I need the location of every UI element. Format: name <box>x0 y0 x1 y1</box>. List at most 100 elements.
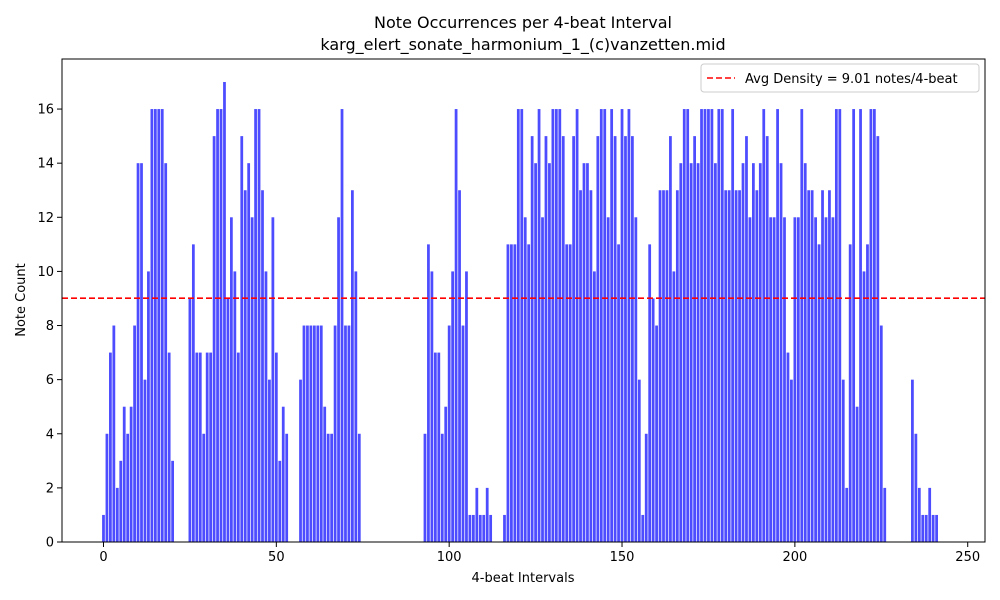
bar <box>713 163 717 543</box>
bar <box>745 136 748 542</box>
bar <box>924 514 928 542</box>
bar <box>216 109 219 542</box>
bar <box>800 109 804 542</box>
bar <box>589 190 593 542</box>
bar <box>599 109 603 542</box>
y-tick-label: 8 <box>46 319 54 334</box>
bar <box>921 514 925 542</box>
bar <box>136 163 140 543</box>
bar <box>911 379 914 542</box>
bar <box>140 163 143 543</box>
bar <box>541 217 544 542</box>
bar <box>828 190 831 542</box>
bar <box>582 163 586 543</box>
bar <box>731 109 735 542</box>
bar <box>306 325 309 542</box>
x-tick-label: 150 <box>610 550 635 565</box>
bar <box>734 190 738 542</box>
bar <box>236 352 240 542</box>
bar <box>527 244 531 542</box>
bar <box>703 109 707 542</box>
bar <box>271 217 275 542</box>
bar <box>274 352 278 542</box>
bar <box>641 514 645 542</box>
bar <box>451 271 455 542</box>
bar <box>513 244 517 542</box>
bar <box>724 190 728 542</box>
bar <box>572 136 576 542</box>
bar <box>350 190 354 542</box>
bar <box>240 136 244 542</box>
bar <box>510 244 513 542</box>
bar <box>191 244 195 542</box>
bar <box>565 244 569 542</box>
bar <box>475 487 479 542</box>
bar <box>468 514 472 542</box>
bar <box>520 109 524 542</box>
bar <box>102 514 105 542</box>
bar <box>693 136 697 542</box>
bar <box>122 406 126 542</box>
bar <box>821 190 824 542</box>
bar <box>717 109 721 542</box>
bar <box>433 352 437 542</box>
bar <box>482 514 486 542</box>
bar <box>620 109 624 542</box>
y-tick-label: 4 <box>46 427 54 442</box>
bar <box>568 244 572 542</box>
bar <box>171 460 175 542</box>
bar <box>752 163 755 543</box>
bar <box>727 190 731 542</box>
bar <box>682 109 686 542</box>
bar <box>662 190 665 542</box>
bar <box>689 163 693 543</box>
bar <box>686 109 690 542</box>
bar <box>935 514 938 542</box>
bar <box>824 217 828 542</box>
bar <box>790 379 793 542</box>
bar <box>610 109 614 542</box>
bar <box>323 406 327 542</box>
bar <box>869 109 873 542</box>
bar <box>637 379 641 542</box>
bar <box>326 433 330 542</box>
bar <box>634 217 638 542</box>
legend: Avg Density = 9.01 notes/4-beat <box>700 63 980 93</box>
y-tick-label: 6 <box>46 373 54 388</box>
bar <box>548 163 551 543</box>
bar <box>931 514 935 542</box>
x-tick-label: 0 <box>99 550 107 565</box>
bar <box>223 82 226 542</box>
bar <box>537 109 541 542</box>
bar <box>354 271 358 542</box>
bar <box>160 109 164 542</box>
y-tick-label: 10 <box>37 265 54 280</box>
bar <box>268 379 271 542</box>
bar <box>133 325 136 542</box>
bar <box>312 325 316 542</box>
bar <box>112 325 116 542</box>
bar <box>679 163 683 543</box>
bar <box>461 325 465 542</box>
x-axis-ticks: 0 50 100 150 200 250 <box>99 542 980 565</box>
bar <box>852 109 856 542</box>
bar <box>250 217 254 542</box>
y-tick-label: 0 <box>46 536 54 551</box>
bar <box>617 244 620 542</box>
bar <box>316 325 320 542</box>
bar <box>506 244 510 542</box>
bar <box>658 190 662 542</box>
bar <box>478 514 482 542</box>
bar <box>109 352 112 542</box>
bar <box>465 271 468 542</box>
bar <box>454 109 458 542</box>
x-tick-label: 200 <box>782 550 807 565</box>
bar <box>786 352 790 542</box>
bar <box>233 271 237 542</box>
x-tick-label: 50 <box>268 550 285 565</box>
bar <box>340 109 344 542</box>
x-axis-label: 4-beat Intervals <box>472 571 575 586</box>
bar <box>669 136 672 542</box>
bar <box>879 325 883 542</box>
